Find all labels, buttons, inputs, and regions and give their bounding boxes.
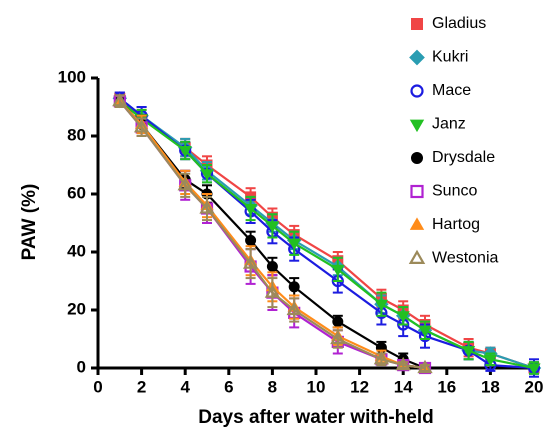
y-tick-label: 20 — [67, 299, 86, 318]
x-tick-label: 12 — [350, 377, 369, 396]
legend-marker — [410, 84, 424, 98]
x-tick-label: 16 — [437, 377, 456, 396]
legend-marker — [411, 18, 423, 30]
y-tick-label: 40 — [67, 241, 86, 260]
legend-marker — [410, 184, 424, 199]
data-point — [417, 359, 433, 374]
legend-label: Gladius — [432, 15, 486, 32]
data-point — [177, 177, 193, 191]
legend-label: Sunco — [432, 183, 477, 200]
error-bar — [245, 248, 256, 280]
y-tick-label: 60 — [67, 183, 86, 202]
legend-marker — [409, 119, 425, 133]
data-point — [374, 299, 389, 312]
data-point — [373, 351, 390, 365]
y-axis-label: PAW (%) — [19, 184, 40, 261]
legend-label: Janz — [432, 116, 466, 133]
legend-label: Drysdale — [432, 149, 495, 166]
y-tick-label: 100 — [58, 67, 86, 86]
legend-marker — [411, 152, 423, 164]
data-point — [418, 325, 432, 338]
x-tick-label: 6 — [224, 377, 233, 396]
data-point — [112, 92, 128, 107]
y-tick-label: 80 — [67, 125, 86, 144]
data-point — [483, 354, 498, 367]
legend-marker — [408, 249, 426, 264]
x-tick-label: 18 — [481, 377, 500, 396]
series-line — [119, 100, 535, 370]
y-tick-label: 0 — [77, 357, 86, 376]
legend-label: Kukri — [432, 49, 468, 66]
data-point — [265, 221, 280, 233]
error-bar — [267, 277, 278, 309]
data-point — [330, 330, 346, 345]
legend-marker — [409, 217, 425, 230]
data-point — [461, 346, 476, 358]
legend-label: Westonia — [432, 250, 499, 267]
data-point — [178, 146, 192, 158]
data-point — [286, 301, 302, 316]
data-point — [200, 169, 214, 181]
data-point — [331, 264, 345, 277]
data-point — [242, 255, 259, 269]
data-point — [245, 234, 257, 246]
x-tick-label: 14 — [394, 377, 413, 396]
legend-marker — [409, 49, 425, 66]
data-point — [395, 356, 411, 371]
data-point — [264, 284, 281, 298]
series — [112, 92, 433, 374]
x-tick-label: 8 — [268, 377, 277, 396]
data-point — [288, 281, 300, 293]
x-tick-label: 20 — [525, 377, 544, 396]
x-tick-label: 0 — [93, 377, 102, 396]
data-point — [199, 200, 215, 214]
x-tick-label: 4 — [180, 377, 190, 396]
data-point — [287, 238, 301, 251]
data-point — [527, 363, 541, 376]
x-axis-label: Days after water with-held — [198, 407, 433, 428]
data-point — [266, 261, 278, 272]
data-point — [133, 119, 150, 133]
series — [113, 94, 541, 376]
x-tick-label: 10 — [307, 377, 326, 396]
data-point — [332, 316, 344, 328]
data-point — [396, 311, 410, 323]
data-point — [243, 204, 258, 216]
x-tick-label: 2 — [137, 377, 146, 396]
legend-label: Hartog — [432, 216, 480, 233]
legend-label: Mace — [432, 82, 471, 99]
